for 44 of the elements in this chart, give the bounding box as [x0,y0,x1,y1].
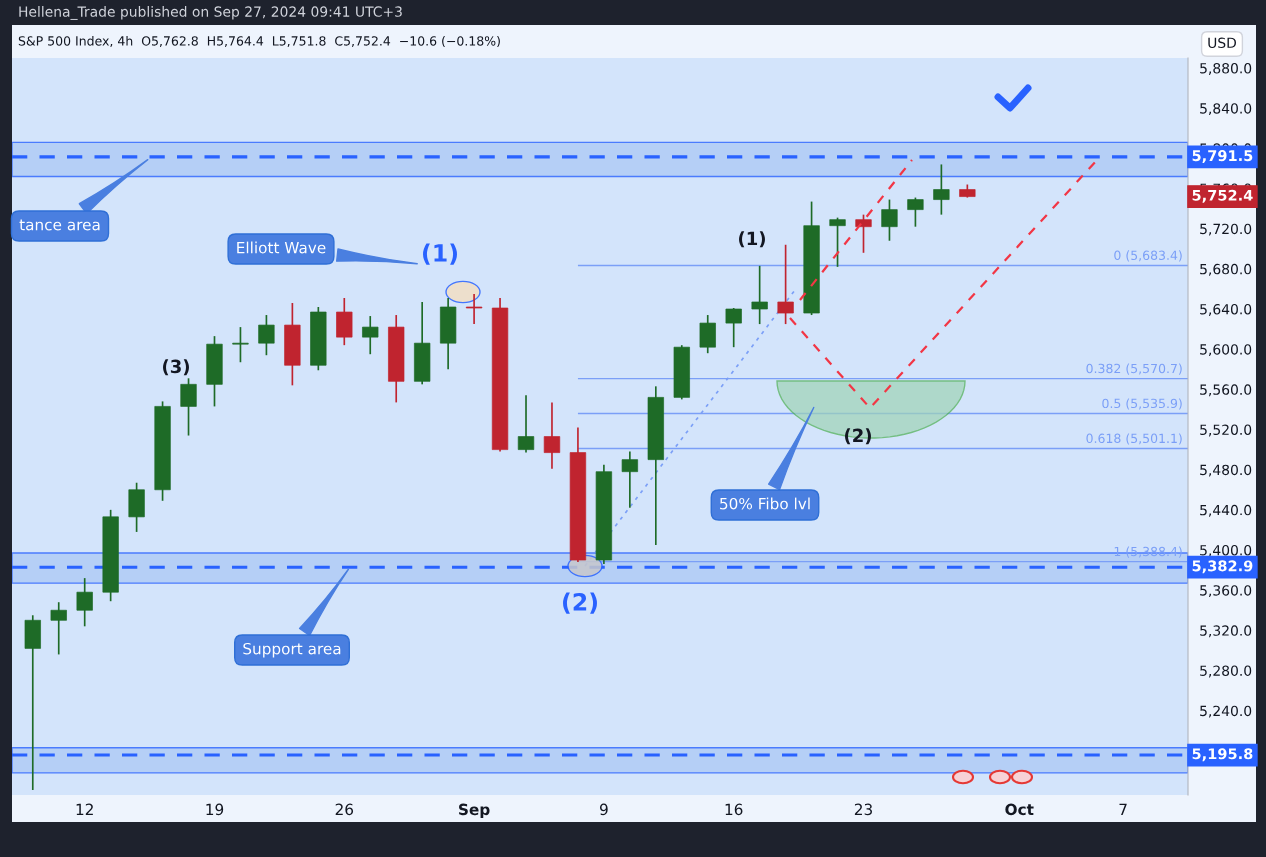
x-tick-label: 23 [854,803,872,816]
annotation: (2) [563,592,597,614]
y-tick-label: 5,360.0 [1200,585,1252,598]
ref-line-label: 0.618 (5,501.1) [1086,433,1182,445]
y-tick-label: 5,640.0 [1200,303,1252,316]
x-tick-label: Oct [1005,803,1034,816]
ref-line-label: 0 (5,683.4) [1114,250,1182,262]
y-tick-label: 5,520.0 [1200,424,1252,437]
y-axis-title: USD [1208,37,1237,49]
x-tick-label: 16 [725,803,743,816]
y-tick-label: 5,720.0 [1200,223,1252,236]
annotation: (1) [423,243,457,265]
x-tick-label: 19 [206,803,224,816]
y-tick-label: 5,280.0 [1200,665,1252,678]
annotation: tance area [19,219,100,231]
y-tick-label: 5,240.0 [1200,705,1252,718]
ref-line-label: 0.5 (5,535.9) [1102,398,1182,410]
y-tick-label: 5,400.0 [1200,544,1252,557]
annotation: Elliott Wave [237,241,326,254]
annotation: 50% Fibo lvl [720,497,810,510]
annotation: (3) [163,359,189,376]
chart-title: Hellena_Trade published on Sep 27, 2024 09:41 UTC+3 [19,6,402,20]
x-tick-label: 26 [335,803,354,816]
annotation: Support area [243,642,341,658]
ref-line-label: 0.382 (5,570.7) [1086,363,1182,375]
ref-line-label: 5,195.8 [1192,748,1253,762]
x-tick-label: 12 [76,803,93,815]
x-tick-label: 9 [600,803,608,816]
y-tick-label: 5,880.0 [1200,63,1252,75]
x-tick-label: 7 [1119,803,1127,815]
text: 5,752.4 [1192,189,1253,203]
ref-line-label: 5,791.5 [1192,150,1253,163]
y-tick-label: 5,320.0 [1200,625,1252,638]
x-tick-label: Sep [459,803,490,819]
annotation: (1) [739,231,765,248]
annotation: (2) [845,428,871,445]
ref-line-label: 5,382.9 [1192,560,1253,574]
y-tick-label: 5,440.0 [1200,504,1252,517]
y-tick-label: 5,840.0 [1200,103,1252,116]
y-tick-label: 5,680.0 [1200,263,1252,276]
y-tick-label: 5,560.0 [1200,384,1252,397]
y-tick-label: 5,600.0 [1200,344,1252,357]
y-tick-label: 5,480.0 [1200,464,1252,477]
chart-subtitle: S&P 500 Index, 4h O5,762.8 H5,764.4 L5,751.8 C5,752.4 −10.6 (−0.18%) [18,35,500,48]
